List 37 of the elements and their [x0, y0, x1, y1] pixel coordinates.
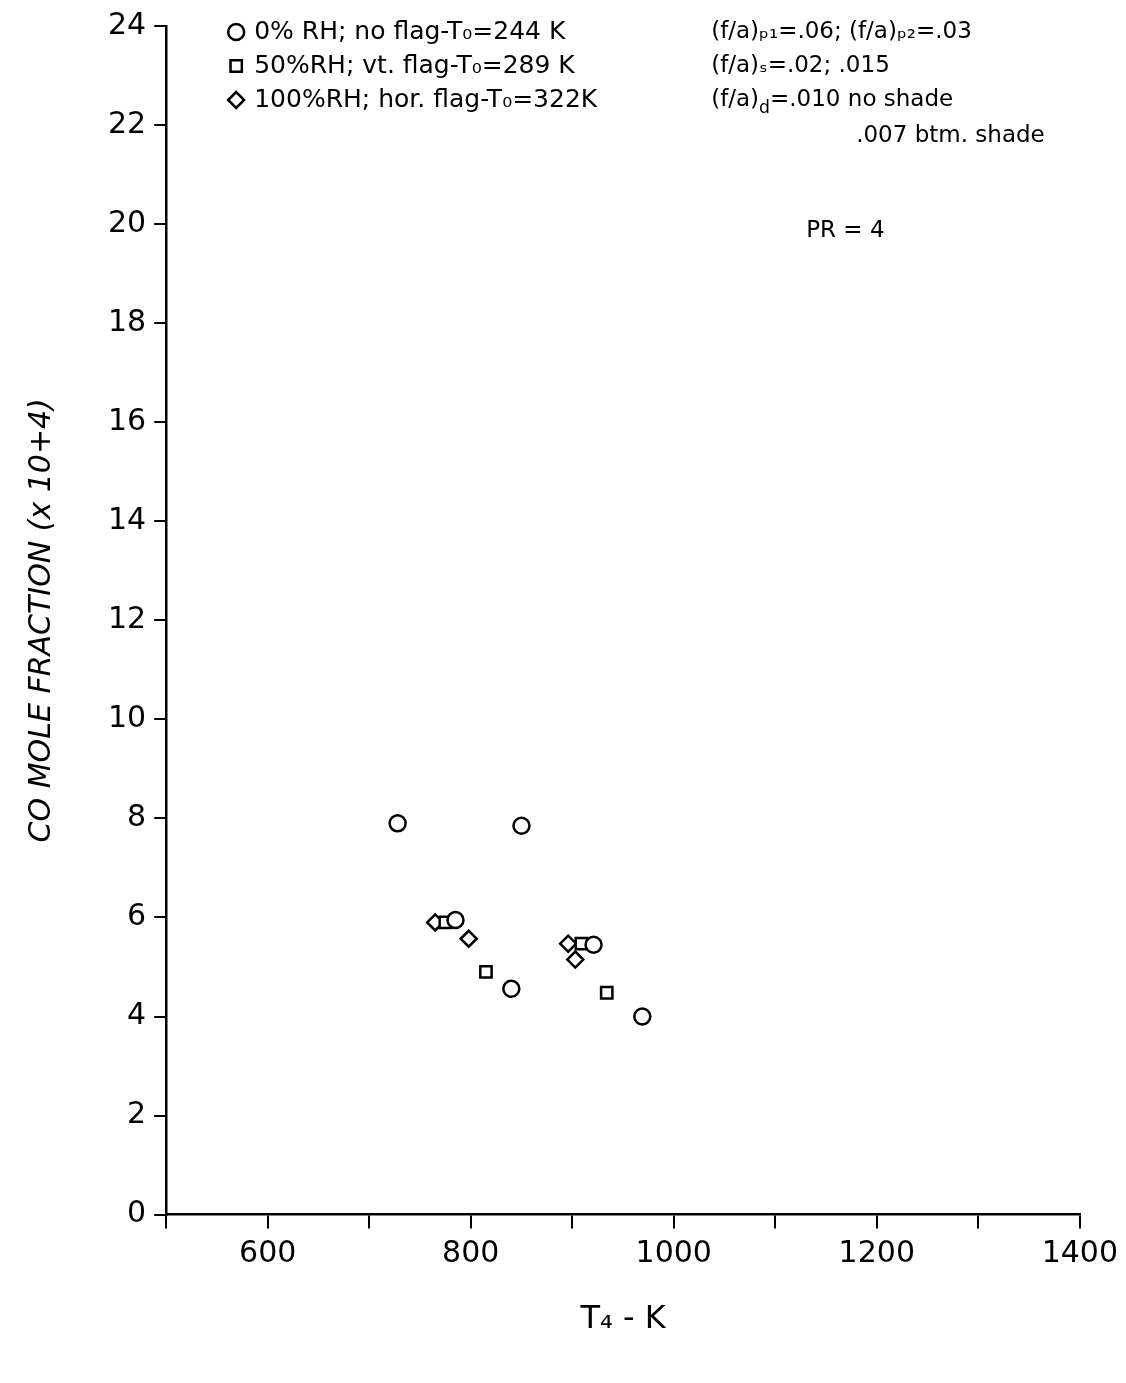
y-tick-label: 18 — [107, 302, 147, 338]
point — [599, 985, 614, 1000]
x-axis-title: T₄ - K — [579, 1298, 667, 1337]
y-tick-label: 12 — [107, 600, 147, 636]
y-tick-label: 10 — [107, 699, 147, 735]
point — [512, 816, 531, 836]
point — [459, 929, 478, 948]
annotation: (f/a)ₚ₁=.06; (f/a)ₚ₂=.03 — [711, 16, 972, 43]
annotation: PR = 4 — [806, 215, 885, 242]
legend-label: 100%RH; hor. flag-T₀=322K — [254, 83, 598, 113]
y-tick-label: 20 — [107, 203, 147, 239]
x-tick-label: 1400 — [1041, 1234, 1119, 1270]
y-tick-label: 2 — [127, 1095, 147, 1131]
y-tick-label: 4 — [127, 996, 147, 1032]
point — [388, 814, 407, 833]
y-tick-label: 16 — [107, 402, 147, 437]
point — [502, 979, 521, 999]
x-tick-label: 1200 — [838, 1234, 915, 1270]
legend-label: 0% RH; no flag-T₀=244 K — [254, 15, 566, 45]
y-tick-label: 22 — [107, 104, 147, 140]
x-tick-label: 600 — [239, 1234, 297, 1270]
point — [446, 910, 465, 930]
y-tick-label: 8 — [127, 798, 147, 834]
point — [479, 965, 493, 979]
y-tick-label: 0 — [127, 1194, 147, 1230]
y-axis-title: CO MOLE FRACTION (x 10+4) — [21, 398, 57, 843]
legend-label: 50%RH; vt. flag-T₀=289 K — [254, 49, 576, 79]
point — [584, 935, 603, 954]
annotation: .007 btm. shade — [856, 120, 1045, 147]
annotation: (f/a)ₛ=.02; .015 — [711, 50, 890, 77]
x-tick-label: 1000 — [635, 1234, 712, 1270]
y-tick-label: 24 — [107, 5, 147, 41]
point — [633, 1007, 652, 1026]
x-tick-label: 800 — [442, 1234, 500, 1270]
y-tick-label: 6 — [127, 897, 147, 933]
y-tick-label: 14 — [107, 501, 147, 537]
point — [566, 950, 585, 969]
